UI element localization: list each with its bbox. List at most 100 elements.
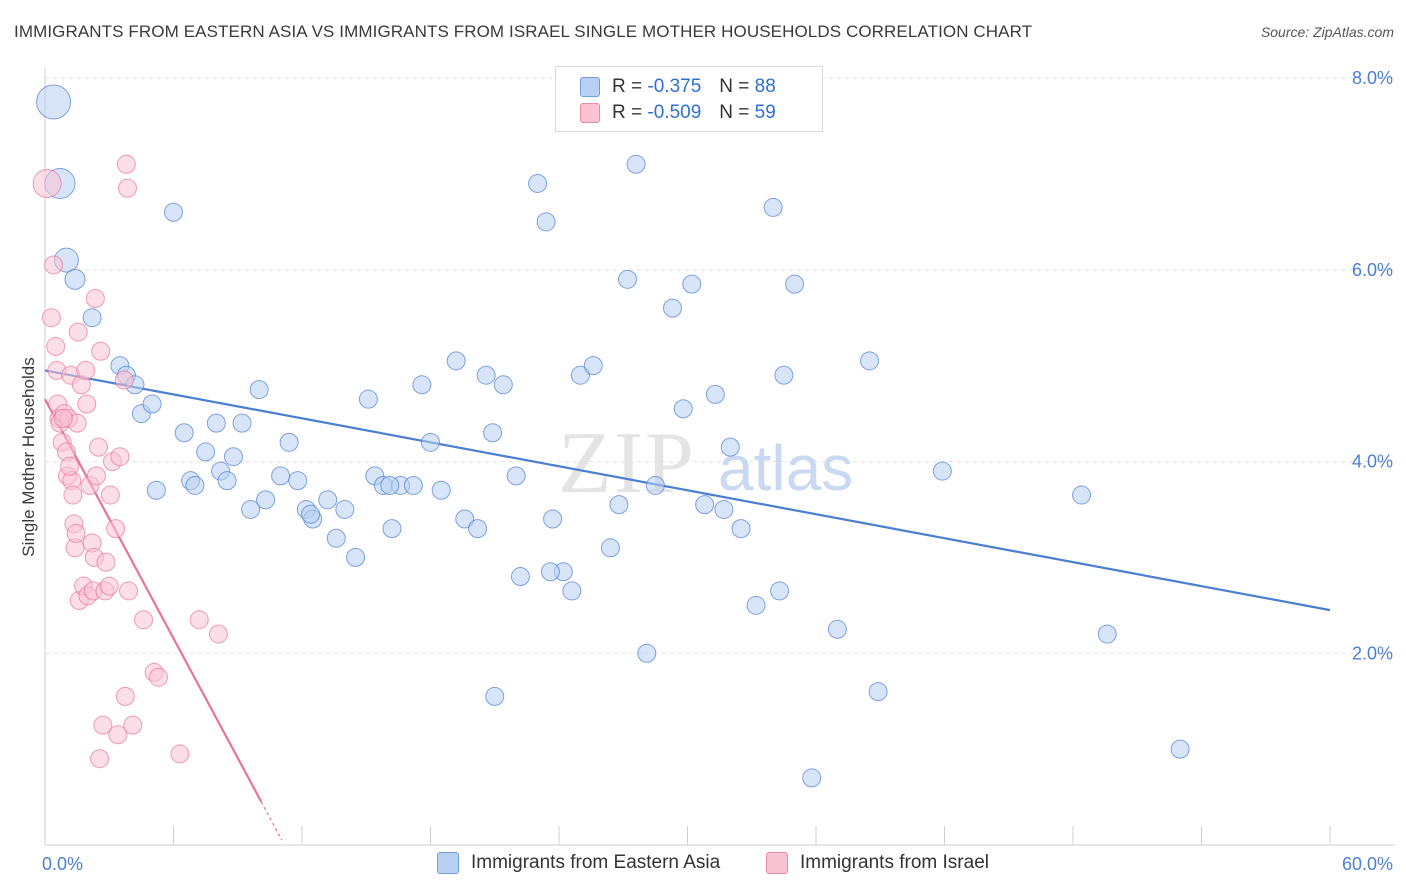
point-eastern-asia [528,173,548,193]
point-israel [149,667,169,687]
point-eastern-asia [562,581,582,601]
legend-row-blue: R = -0.375 N = 88 [580,75,776,99]
point-eastern-asia [146,480,166,500]
point-eastern-asia [785,274,805,294]
series-name-israel: Immigrants from Israel [800,852,989,873]
series-legend-israel: Immigrants from Israel [766,852,989,874]
source-label: Source: ZipAtlas.com [1260,24,1394,40]
point-israel [170,744,190,764]
point-eastern-asia [682,274,702,294]
point-eastern-asia [346,547,366,567]
point-israel [63,485,83,505]
point-eastern-asia [256,490,276,510]
tick-labels: 2.0% 4.0% 6.0% 8.0% 0.0% 60.0% [42,68,1393,874]
point-eastern-asia [1097,624,1117,644]
point-israel [189,610,209,630]
point-eastern-asia [618,269,638,289]
legend-swatch-pink [580,103,600,123]
point-eastern-asia [241,499,261,519]
gridlines [45,77,1395,654]
point-eastern-asia [318,490,338,510]
point-eastern-asia [421,432,440,452]
point-israel [116,154,136,174]
point-eastern-asia [288,471,308,491]
point-israel [85,289,105,309]
point-eastern-asia [382,519,402,539]
point-eastern-asia [301,504,321,524]
point-eastern-asia [380,475,400,495]
point-israel [106,519,126,539]
point-israel [46,336,66,356]
point-eastern-asia [600,538,620,558]
y-tick-label: 6.0% [1352,260,1393,280]
point-eastern-asia [763,197,783,217]
legend-r-value-pink: -0.509 [647,102,702,123]
legend-swatch-blue [580,77,600,97]
point-eastern-asia [446,351,466,371]
point-eastern-asia [540,562,560,582]
point-eastern-asia [185,475,205,495]
point-eastern-asia [720,437,740,457]
point-eastern-asia [774,365,794,385]
point-israel [91,341,111,361]
trend-line-israel [44,398,263,803]
chart-title: IMMIGRANTS FROM EASTERN ASIA VS IMMIGRAN… [14,22,1033,41]
point-eastern-asia [412,375,432,395]
point-eastern-asia [583,356,603,376]
point-eastern-asia [827,619,847,639]
point-eastern-asia [36,84,72,120]
series-swatch-pink [766,852,788,874]
point-eastern-asia [271,466,291,486]
point-eastern-asia [64,268,86,290]
point-israel [100,485,120,505]
point-eastern-asia [705,384,725,404]
legend-n-value-pink: 59 [754,102,776,123]
point-eastern-asia [326,528,346,548]
point-eastern-asia [570,365,590,385]
point-eastern-asia [249,380,269,400]
point-eastern-asia [196,442,216,462]
point-israel [96,552,116,572]
point-eastern-asia [174,423,194,443]
point-eastern-asia [731,519,751,539]
point-israel [115,686,135,706]
point-eastern-asia [860,351,880,371]
point-eastern-asia [663,298,683,318]
watermark-atlas: atlas [718,432,853,504]
point-eastern-asia [868,682,888,702]
point-eastern-asia [223,447,243,467]
x-tick-label-max: 60.0% [1342,854,1393,874]
point-israel [89,437,109,457]
point-eastern-asia [536,212,556,232]
series-name-eastern-asia: Immigrants from Eastern Asia [471,852,721,873]
point-eastern-asia [206,413,226,433]
point-eastern-asia [506,466,526,486]
trend-line-israel-extension [260,801,283,841]
point-eastern-asia [142,394,162,414]
y-tick-label: 2.0% [1352,643,1393,663]
point-israel [60,456,80,476]
trend-lines [44,369,1331,841]
point-eastern-asia [468,519,488,539]
point-eastern-asia [232,413,252,433]
point-eastern-asia [217,471,237,491]
point-israel [117,178,137,198]
point-israel [99,576,119,596]
x-tick-label-min: 0.0% [42,854,83,874]
point-eastern-asia [455,509,475,529]
point-eastern-asia [476,365,496,385]
point-israel [108,725,128,745]
y-tick-label: 4.0% [1352,452,1393,472]
point-eastern-asia [695,495,715,515]
point-israel [53,408,73,428]
point-israel [90,749,110,769]
point-eastern-asia [645,475,665,495]
point-eastern-asia [279,432,299,452]
legend-r-value-blue: -0.375 [647,76,702,97]
point-israel [86,466,106,486]
trend-line-eastern-asia [44,369,1331,612]
point-israel [123,715,143,735]
legend-n-label-pink: N = [719,102,750,123]
point-eastern-asia [802,768,822,788]
